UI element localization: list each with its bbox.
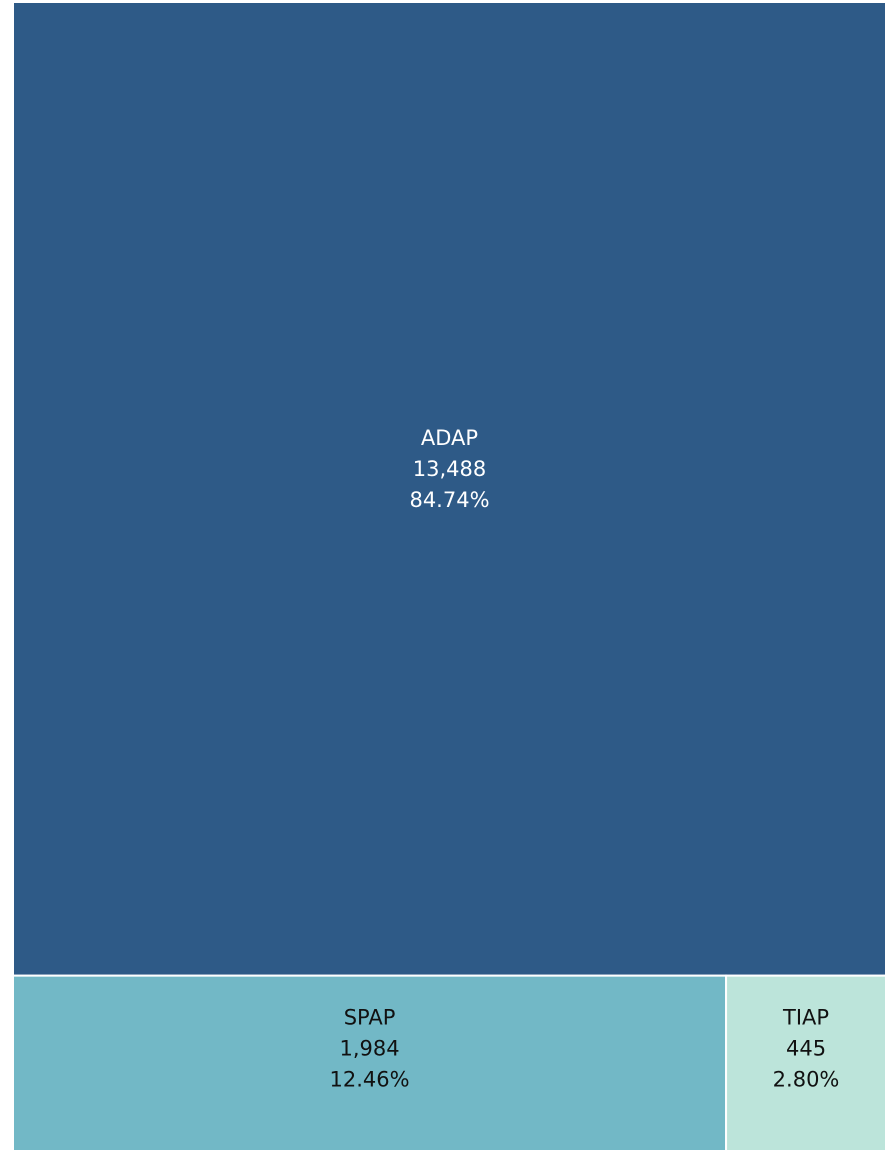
- treemap-tile-tiap: TIAP 445 2.80%: [725, 974, 887, 1151]
- treemap-tile-adap: ADAP 13,488 84.74%: [12, 1, 887, 977]
- tile-value-spap: 1,984: [339, 1037, 399, 1061]
- tile-label-spap: SPAP: [344, 1006, 396, 1030]
- tile-label-tiap: TIAP: [782, 1006, 829, 1030]
- tile-label-adap: ADAP: [421, 426, 478, 450]
- treemap-rect-spap: [12, 974, 728, 1151]
- treemap-rect-adap: [12, 1, 887, 977]
- tile-value-tiap: 445: [786, 1037, 826, 1061]
- treemap-rect-tiap: [725, 974, 887, 1151]
- treemap-tile-spap: SPAP 1,984 12.46%: [12, 974, 728, 1151]
- tile-percent-spap: 12.46%: [329, 1068, 409, 1092]
- tile-value-adap: 13,488: [413, 457, 486, 481]
- tile-percent-tiap: 2.80%: [773, 1068, 840, 1092]
- tile-percent-adap: 84.74%: [409, 488, 489, 512]
